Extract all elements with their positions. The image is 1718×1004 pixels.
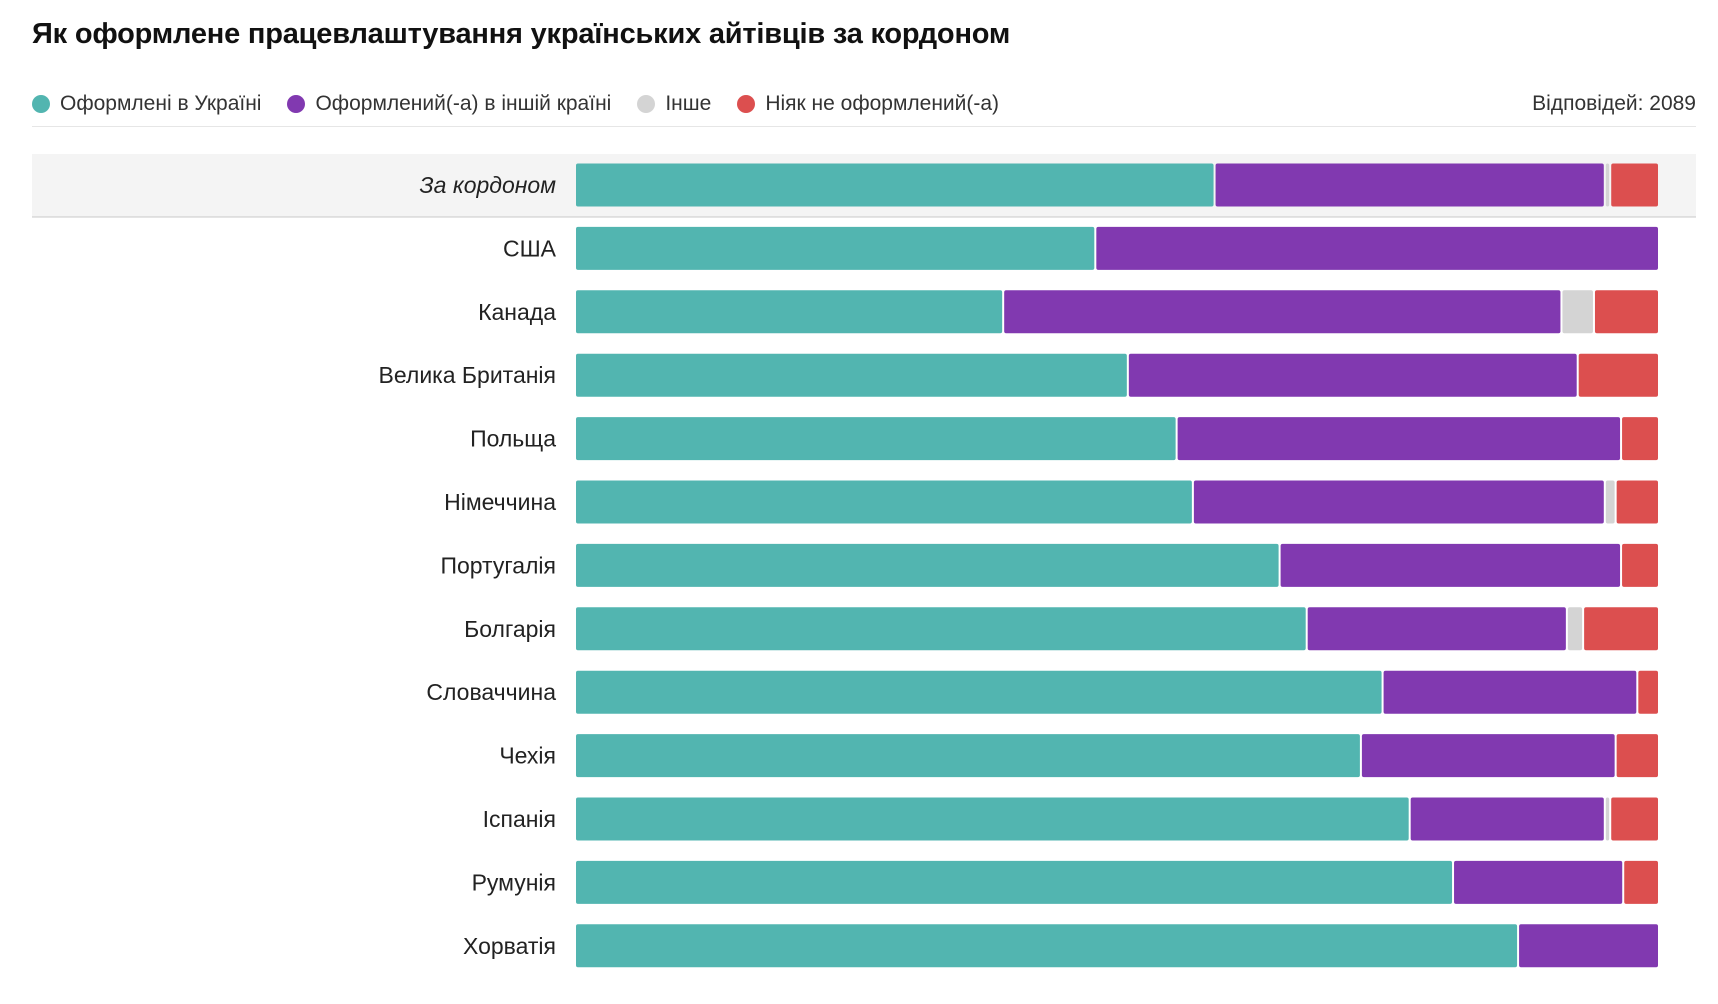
- bar-segment-other-country[interactable]: Хорватія — Оформлений(-а) в іншій країні…: [1519, 924, 1658, 968]
- chart-title: Як оформлене працевлаштування українськи…: [32, 18, 1011, 50]
- category-label: Польща: [470, 426, 556, 452]
- category-label: Румунія: [472, 869, 556, 895]
- category-label: Хорватія: [463, 933, 556, 959]
- bar-segment-other-country[interactable]: Польща — Оформлений(-а) в іншій країні: …: [1177, 417, 1621, 461]
- bar-segment-ukraine[interactable]: США — Оформлені в Україні: 48%: [576, 226, 1095, 270]
- bar-segment-unregistered[interactable]: Словаччина — Ніяк не оформлений(-а): 2%: [1638, 670, 1658, 714]
- bar-segment-unregistered[interactable]: Велика Британія — Ніяк не оформлений(-а)…: [1578, 353, 1658, 397]
- bar-segment-other-country[interactable]: Португалія — Оформлений(-а) в іншій краї…: [1280, 543, 1621, 587]
- bar-segment-unregistered[interactable]: Португалія — Ніяк не оформлений(-а): 3.5…: [1622, 543, 1658, 587]
- category-label: Іспанія: [483, 806, 556, 832]
- category-label: Словаччина: [426, 679, 556, 705]
- legend-swatch-unregistered: [737, 95, 756, 113]
- bar-segment-ukraine[interactable]: Німеччина — Оформлені в Україні: 57%: [576, 480, 1192, 524]
- bar-segment-ukraine[interactable]: Болгарія — Оформлені в Україні: 67.5%: [576, 607, 1306, 651]
- bar-segment-other-country[interactable]: Чехія — Оформлений(-а) в іншій країні: 2…: [1361, 734, 1615, 778]
- category-label: США: [503, 235, 557, 261]
- category-label: Велика Британія: [379, 362, 556, 388]
- bar-segment-other-country[interactable]: Німеччина — Оформлений(-а) в іншій країн…: [1193, 480, 1604, 524]
- legend-item-ukraine[interactable]: Оформлені в Україні: [32, 92, 261, 116]
- category-label: Чехія: [499, 743, 556, 769]
- category-label: Португалія: [440, 552, 556, 578]
- bar-segment-ukraine[interactable]: За кордоном — Оформлені в Україні: 59%: [576, 163, 1214, 207]
- category-label: Болгарія: [464, 616, 556, 642]
- bar-segment-ukraine[interactable]: Велика Британія — Оформлені в Україні: 5…: [576, 353, 1127, 397]
- legend: Оформлені в Україні Оформлений(-а) в інш…: [32, 89, 1025, 119]
- bar-segment-other-country[interactable]: США — Оформлений(-а) в іншій країні: 52%: [1096, 226, 1658, 270]
- legend-label-unregistered: Ніяк не оформлений(-а): [765, 92, 1000, 115]
- bar-segment-ukraine[interactable]: Португалія — Оформлені в Україні: 65%: [576, 543, 1279, 587]
- bar-segment-unregistered[interactable]: Канада — Ніяк не оформлений(-а): 6%: [1594, 290, 1658, 334]
- bar-segment-ukraine[interactable]: Хорватія — Оформлені в Україні: 87%: [576, 924, 1518, 968]
- category-label: Німеччина: [444, 489, 556, 515]
- bar-segment-other-country[interactable]: Іспанія — Оформлений(-а) в іншій країні:…: [1410, 797, 1604, 841]
- legend-item-unregistered[interactable]: Ніяк не оформлений(-а): [737, 92, 999, 116]
- category-label: За кордоном: [420, 172, 557, 198]
- bar-segment-ukraine[interactable]: Чехія — Оформлені в Україні: 72.5%: [576, 734, 1360, 778]
- bar-segment-unregistered[interactable]: Чехія — Ніяк не оформлений(-а): 4%: [1616, 734, 1658, 778]
- responses-count: Відповідей: 2089: [1532, 92, 1696, 115]
- bar-segment-other[interactable]: За кордоном — Інше: 0.5%: [1605, 163, 1610, 207]
- bar-segment-other-country[interactable]: Словаччина — Оформлений(-а) в іншій краї…: [1383, 670, 1637, 714]
- legend-divider: [32, 126, 1696, 127]
- bar-segment-other[interactable]: Болгарія — Інше: 1.5%: [1567, 607, 1583, 651]
- bar-segment-other-country[interactable]: Велика Британія — Оформлений(-а) в іншій…: [1128, 353, 1577, 397]
- bar-segment-ukraine[interactable]: Словаччина — Оформлені в Україні: 74.5%: [576, 670, 1382, 714]
- legend-label-other: Інше: [665, 92, 712, 115]
- legend-swatch-other: [637, 95, 656, 113]
- bar-segment-other-country[interactable]: За кордоном — Оформлений(-а) в іншій кра…: [1215, 163, 1604, 207]
- bar-segment-unregistered[interactable]: Німеччина — Ніяк не оформлений(-а): 4%: [1616, 480, 1658, 524]
- bar-segment-unregistered[interactable]: Румунія — Ніяк не оформлений(-а): 3.3%: [1624, 860, 1658, 904]
- bar-segment-unregistered[interactable]: Болгарія — Ніяк не оформлений(-а): 7%: [1584, 607, 1658, 651]
- legend-label-ukraine: Оформлені в Україні: [60, 92, 262, 115]
- legend-swatch-other-country: [287, 95, 306, 113]
- bar-segment-other-country[interactable]: Канада — Оформлений(-а) в іншій країні: …: [1004, 290, 1561, 334]
- legend-label-other-country: Оформлений(-а) в іншій країні: [315, 92, 612, 115]
- bar-segment-other[interactable]: Канада — Інше: 3%: [1562, 290, 1593, 334]
- bar-segment-other[interactable]: Німеччина — Інше: 1%: [1605, 480, 1615, 524]
- bar-segment-other-country[interactable]: Румунія — Оформлений(-а) в іншій країні:…: [1454, 860, 1623, 904]
- bar-segment-unregistered[interactable]: За кордоном — Ніяк не оформлений(-а): 4.…: [1611, 163, 1658, 207]
- bar-segment-unregistered[interactable]: Польща — Ніяк не оформлений(-а): 3.5%: [1622, 417, 1658, 461]
- bar-segment-other-country[interactable]: Болгарія — Оформлений(-а) в іншій країні…: [1307, 607, 1566, 651]
- category-label: Канада: [478, 299, 556, 325]
- legend-swatch-ukraine: [32, 95, 50, 113]
- bar-segment-ukraine[interactable]: Іспанія — Оформлені в Україні: 77%: [576, 797, 1409, 841]
- legend-item-other[interactable]: Інше: [637, 92, 711, 116]
- legend-item-other-country[interactable]: Оформлений(-а) в іншій країні: [287, 92, 611, 116]
- bar-segment-ukraine[interactable]: Канада — Оформлені в Україні: 39.5%: [576, 290, 1003, 334]
- bar-segment-other[interactable]: Іспанія — Інше: 0.5%: [1605, 797, 1610, 841]
- bar-segment-unregistered[interactable]: Іспанія — Ніяк не оформлений(-а): 4.5%: [1611, 797, 1658, 841]
- bar-segment-ukraine[interactable]: Румунія — Оформлені в Україні: 81%: [576, 860, 1453, 904]
- bar-segment-ukraine[interactable]: Польща — Оформлені в Україні: 55.5%: [576, 417, 1176, 461]
